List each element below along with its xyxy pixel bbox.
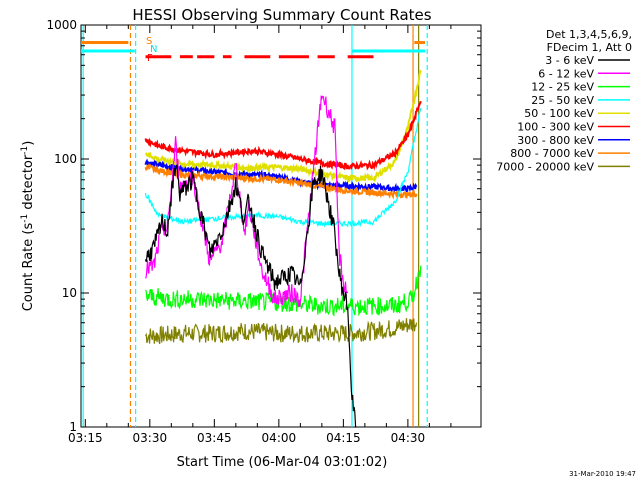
x-tick-label: 03:15 <box>68 431 103 445</box>
legend-label-300-800-kev: 300 - 800 keV <box>517 134 594 147</box>
legend-label-800-7000-kev: 800 - 7000 keV <box>510 147 594 160</box>
x-tick-label: 04:15 <box>326 431 361 445</box>
legend-label-7000-20000-kev: 7000 - 20000 keV <box>496 160 594 173</box>
flag-label-f: F <box>147 53 153 64</box>
x-tick-label: 03:30 <box>133 431 168 445</box>
y-axis-ticks: 1 10 100 1000 <box>46 18 481 434</box>
y-tick-label: 1 <box>69 420 77 434</box>
x-tick-label: 04:00 <box>262 431 297 445</box>
series-line-12-25-kev <box>144 265 422 317</box>
legend-label-3-6-kev: 3 - 6 keV <box>545 54 594 67</box>
flag-bars <box>81 41 426 59</box>
plot-area: 03:15 03:30 03:45 04:00 04:15 04:30 1 10 100 100… <box>46 18 482 445</box>
y-axis-label: Count Rate (s-1 detector-1) <box>20 141 36 312</box>
plot-frame <box>80 24 482 428</box>
flag-label-n: N <box>150 44 157 55</box>
y-tick-label: 1000 <box>46 18 77 32</box>
series-lines <box>144 69 422 428</box>
series-line-3-6-kev <box>144 164 357 428</box>
series-line-100-300-kev <box>144 100 422 171</box>
legend-label-50-100-kev: 50 - 100 keV <box>524 107 594 120</box>
series-line-7000-20000-kev <box>144 318 418 345</box>
chart-title: HESSI Observing Summary Count Rates <box>132 6 431 24</box>
legend-label-25-50-kev: 25 - 50 keV <box>531 94 594 107</box>
legend-header-line-2: FDecim 1, Att 0 <box>547 41 632 54</box>
series-line-50-100-kev <box>145 69 422 184</box>
timestamp: 31-Mar-2010 19:47 <box>569 470 636 478</box>
x-axis-ticks: 03:15 03:30 03:45 04:00 04:15 04:30 <box>68 25 452 445</box>
legend-header-line-1: Det 1,3,4,5,6,9, <box>546 28 632 41</box>
series-line-25-50-kev <box>144 107 422 228</box>
x-axis-label: Start Time (06-Mar-04 03:01:02) <box>177 455 388 470</box>
flag-label-s: S <box>146 36 152 47</box>
legend-label-100-300-kev: 100 - 300 keV <box>517 121 594 134</box>
x-tick-label: 03:45 <box>197 431 232 445</box>
x-tick-label: 04:30 <box>391 431 426 445</box>
y-tick-label: 10 <box>62 286 77 300</box>
y-tick-label: 100 <box>54 152 77 166</box>
legend: Det 1,3,4,5,6,9, FDecim 1, Att 0 3 - 6 k… <box>496 28 632 173</box>
legend-label-6-12-kev: 6 - 12 keV <box>538 67 594 80</box>
vertical-markers <box>82 25 428 427</box>
legend-label-12-25-kev: 12 - 25 keV <box>531 81 594 94</box>
